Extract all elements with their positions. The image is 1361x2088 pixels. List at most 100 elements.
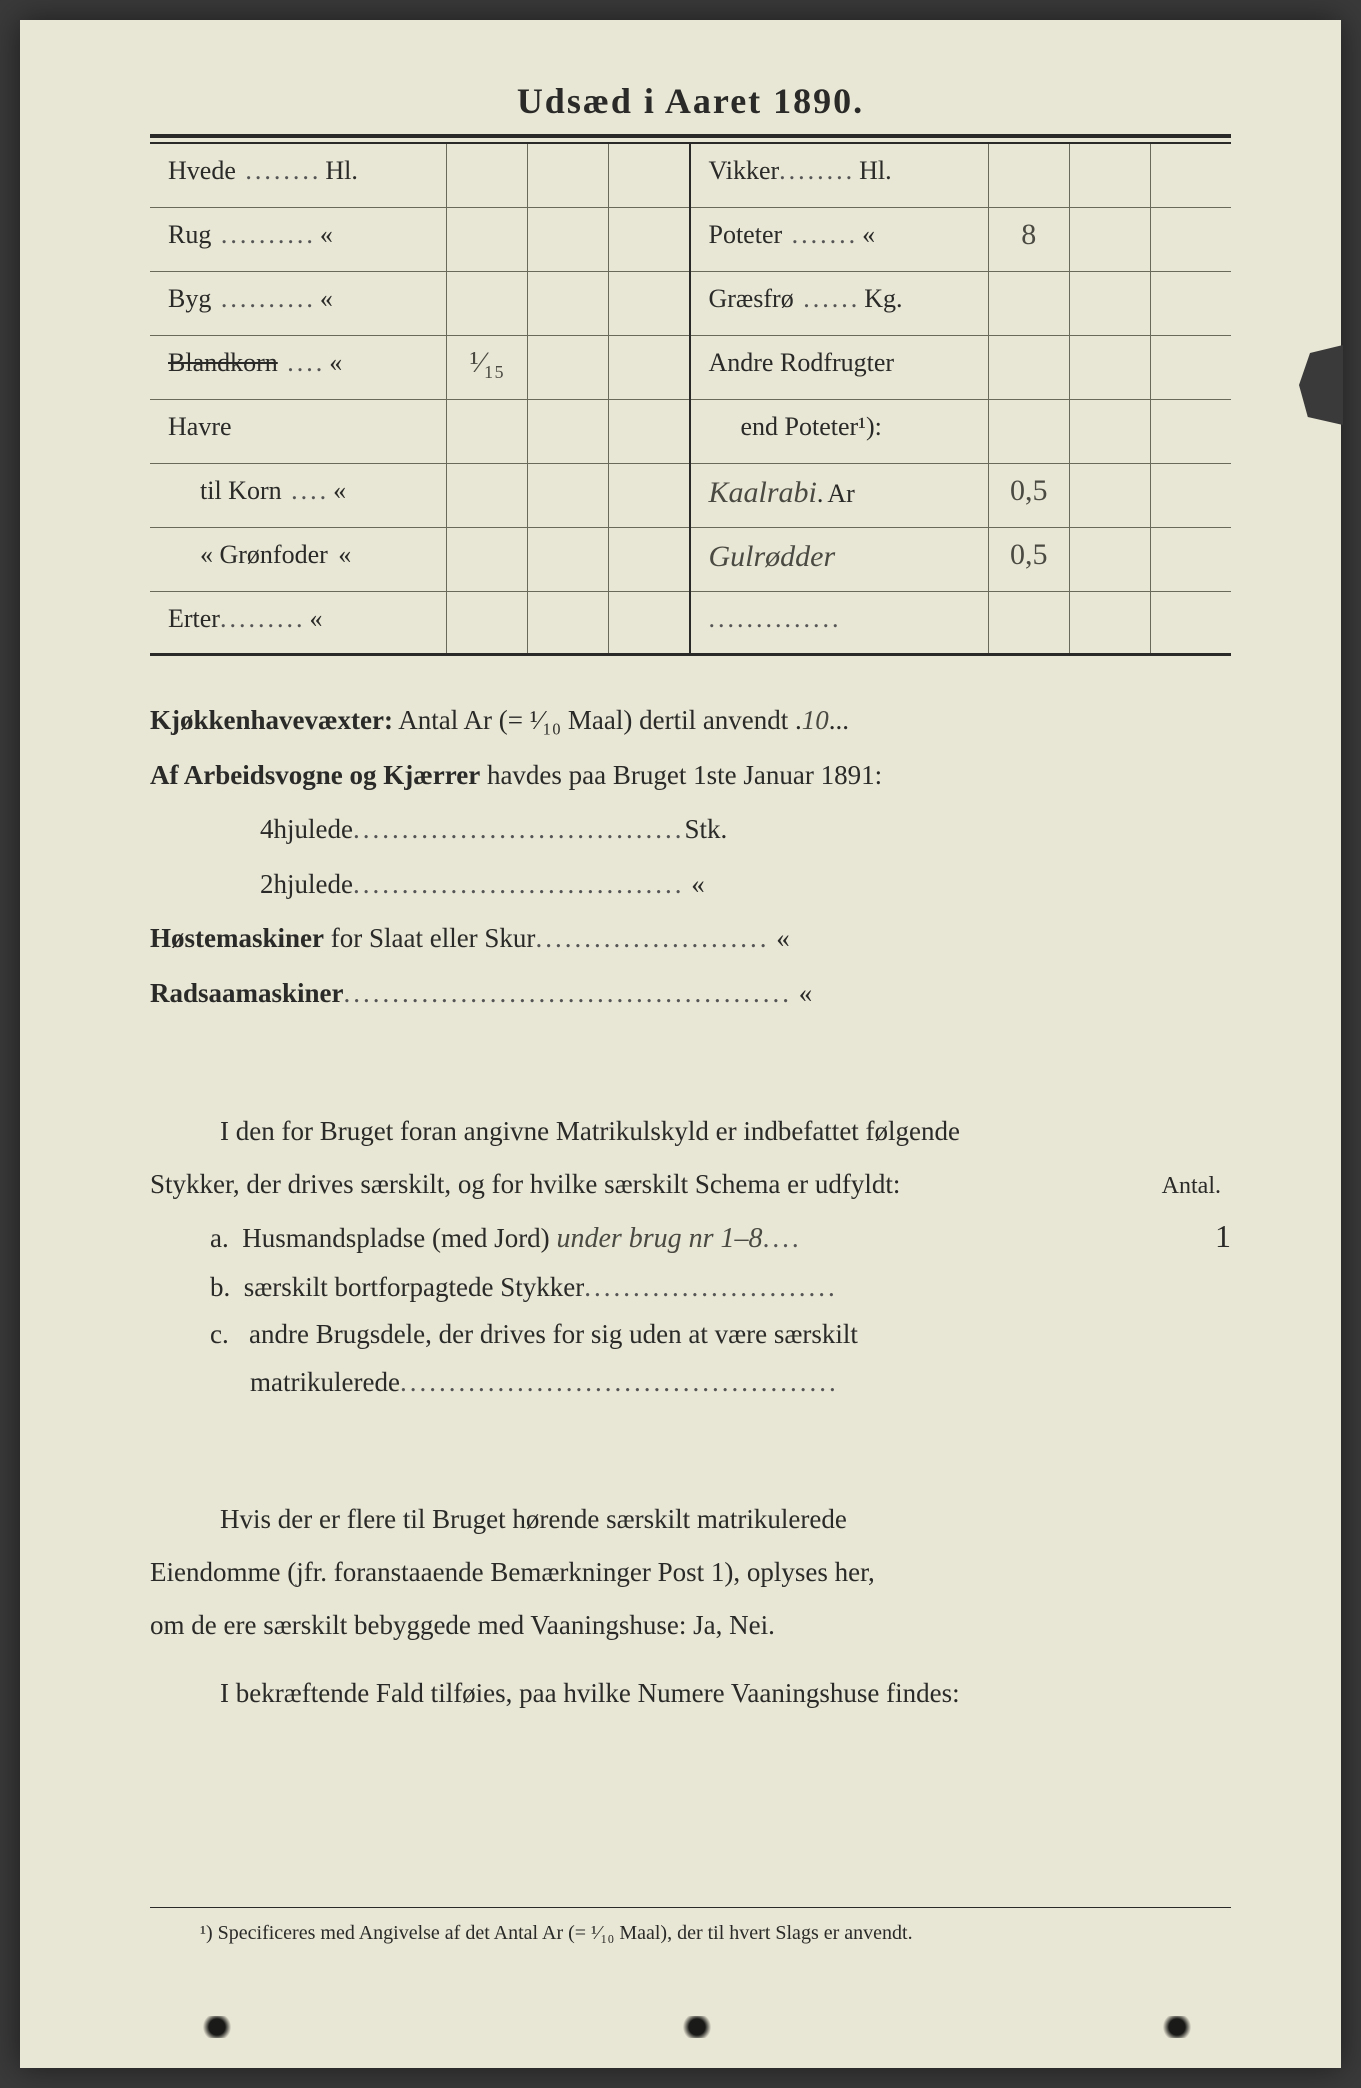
cell bbox=[527, 528, 608, 591]
cell bbox=[446, 400, 527, 463]
binder-hole-icon bbox=[1160, 2016, 1194, 2038]
cell bbox=[988, 144, 1069, 207]
row-havre: Havre bbox=[150, 400, 689, 464]
binder-hole-icon bbox=[200, 2016, 234, 2038]
cell bbox=[1150, 336, 1231, 399]
cell bbox=[1150, 272, 1231, 335]
row-byg: Byg ..........« bbox=[150, 272, 689, 336]
cell-poteter-value: 8 bbox=[988, 208, 1069, 271]
row-kaalrabi: Kaalrabi.Ar 0,5 bbox=[691, 464, 1232, 528]
label-havre-gronfoder: « Grønfoder « bbox=[150, 528, 446, 591]
cell bbox=[1150, 528, 1231, 591]
cell bbox=[446, 272, 527, 335]
cell bbox=[1069, 272, 1150, 335]
sowing-table-right: Vikker........Hl. Poteter .......« 8 Græ… bbox=[691, 144, 1232, 656]
cell-kaalrabi-value: 0,5 bbox=[988, 464, 1069, 527]
eiendom-l2: Eiendomme (jfr. foranstaaende Bemærkning… bbox=[150, 1549, 1231, 1596]
row-havre-korn: til Korn ....« bbox=[150, 464, 689, 528]
cell bbox=[988, 400, 1069, 463]
row-havre-gronfoder: « Grønfoder « bbox=[150, 528, 689, 592]
cell bbox=[1150, 208, 1231, 271]
sowing-table-left: Hvede ........Hl. Rug ..........« Byg ..… bbox=[150, 144, 691, 656]
label-byg: Byg ..........« bbox=[150, 272, 446, 335]
eiendom-l1: Hvis der er flere til Bruget hørende sær… bbox=[150, 1496, 1231, 1543]
cell bbox=[1150, 400, 1231, 463]
cell bbox=[608, 272, 689, 335]
row-hvede: Hvede ........Hl. bbox=[150, 144, 689, 208]
paper-tear bbox=[1299, 345, 1343, 425]
item-b: b. særskilt bortforpagtede Stykker .....… bbox=[150, 1264, 1231, 1311]
census-form-page: Udsæd i Aaret 1890. Hvede ........Hl. Ru… bbox=[20, 20, 1341, 2068]
cell bbox=[527, 336, 608, 399]
label-erter: Erter.........« bbox=[150, 592, 446, 653]
sowing-table: Hvede ........Hl. Rug ..........« Byg ..… bbox=[150, 142, 1231, 656]
item-a-count: 1 bbox=[1171, 1208, 1231, 1264]
cell bbox=[446, 528, 527, 591]
label-gulrodder: Gulrødder bbox=[691, 528, 988, 591]
footnote-text: ¹) Specificeres med Angivelse af det Ant… bbox=[150, 1918, 1231, 1948]
cell bbox=[988, 592, 1069, 653]
cell bbox=[446, 208, 527, 271]
cell bbox=[527, 208, 608, 271]
cell bbox=[608, 144, 689, 207]
label-graesfro: Græsfrø ......Kg. bbox=[691, 272, 988, 335]
binder-hole-icon bbox=[680, 2016, 714, 2038]
row-graesfro: Græsfrø ......Kg. bbox=[691, 272, 1232, 336]
cell bbox=[527, 400, 608, 463]
cell bbox=[527, 464, 608, 527]
cell bbox=[1069, 400, 1150, 463]
label-havre-korn: til Korn ....« bbox=[150, 464, 446, 527]
cell bbox=[527, 592, 608, 653]
cell bbox=[988, 272, 1069, 335]
cell bbox=[446, 144, 527, 207]
footnote: ¹) Specificeres med Angivelse af det Ant… bbox=[150, 1907, 1231, 1948]
cell bbox=[1069, 464, 1150, 527]
eiendom-l3: om de ere særskilt bebyggede med Vaaning… bbox=[150, 1602, 1231, 1649]
label-vikker: Vikker........Hl. bbox=[691, 144, 988, 207]
cell bbox=[527, 144, 608, 207]
label-andre-rodfrugter: Andre Rodfrugter bbox=[691, 336, 988, 399]
label-end-poteter: end Poteter¹): bbox=[691, 400, 988, 463]
cell bbox=[1069, 144, 1150, 207]
cell bbox=[446, 464, 527, 527]
matrikul-section: I den for Bruget foran angivne Matrikuls… bbox=[150, 1108, 1231, 1406]
row-erter: Erter.........« bbox=[150, 592, 689, 656]
cell bbox=[608, 592, 689, 653]
label-rug: Rug ..........« bbox=[150, 208, 446, 271]
item-c-line2: matrikulerede ..........................… bbox=[150, 1359, 1231, 1406]
cell: ¹⁄₁₅ bbox=[446, 336, 527, 399]
row-rug: Rug ..........« bbox=[150, 208, 689, 272]
cell bbox=[608, 400, 689, 463]
form-title: Udsæd i Aaret 1890. bbox=[150, 80, 1231, 138]
item-c: c. andre Brugsdele, der drives for sig u… bbox=[150, 1311, 1231, 1358]
cell bbox=[1069, 592, 1150, 653]
item-a: a. Husmandspladse (med Jord) under brug … bbox=[150, 1208, 1231, 1264]
row-vikker: Vikker........Hl. bbox=[691, 144, 1232, 208]
cell bbox=[446, 592, 527, 653]
cell bbox=[608, 464, 689, 527]
row-gulrodder: Gulrødder 0,5 bbox=[691, 528, 1232, 592]
row-end-poteter: end Poteter¹): bbox=[691, 400, 1232, 464]
eiendom-l4: I bekræftende Fald tilføies, paa hvilke … bbox=[150, 1670, 1231, 1717]
cell bbox=[1069, 528, 1150, 591]
row-blank: .............. bbox=[691, 592, 1232, 656]
label-blandkorn: Blandkorn ....« bbox=[150, 336, 446, 399]
cell bbox=[608, 208, 689, 271]
cell bbox=[608, 336, 689, 399]
label-blank: .............. bbox=[691, 592, 988, 653]
matrikul-line1: I den for Bruget foran angivne Matrikuls… bbox=[150, 1108, 1231, 1155]
cell bbox=[1069, 336, 1150, 399]
row-andre-rodfrugter: Andre Rodfrugter bbox=[691, 336, 1232, 400]
eiendom-section: Hvis der er flere til Bruget hørende sær… bbox=[150, 1496, 1231, 1717]
cell bbox=[1150, 464, 1231, 527]
cell bbox=[608, 528, 689, 591]
row-poteter: Poteter .......« 8 bbox=[691, 208, 1232, 272]
cell bbox=[1150, 144, 1231, 207]
label-kaalrabi: Kaalrabi.Ar bbox=[691, 464, 988, 527]
cell bbox=[1069, 208, 1150, 271]
label-havre: Havre bbox=[150, 400, 446, 463]
row-blandkorn: Blandkorn ....« ¹⁄₁₅ bbox=[150, 336, 689, 400]
label-poteter: Poteter .......« bbox=[691, 208, 988, 271]
cell-gulrodder-value: 0,5 bbox=[988, 528, 1069, 591]
garden-section: Kjøkkenhavevæxter: Antal Ar (= ¹⁄₁₀ Maal… bbox=[150, 696, 1231, 1018]
